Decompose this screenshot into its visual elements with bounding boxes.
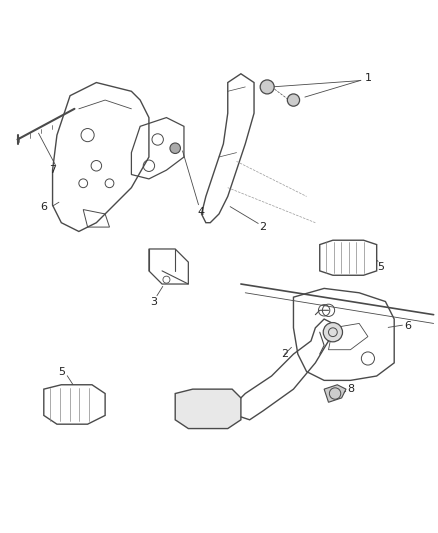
Text: 5: 5 — [58, 367, 65, 377]
Text: 1: 1 — [364, 73, 371, 83]
Text: 7: 7 — [49, 165, 56, 175]
Text: 5: 5 — [378, 262, 385, 271]
Circle shape — [323, 322, 343, 342]
Text: 2: 2 — [281, 349, 288, 359]
Polygon shape — [324, 385, 346, 402]
Text: 6: 6 — [404, 321, 411, 330]
Circle shape — [287, 94, 300, 106]
Text: 3: 3 — [150, 296, 157, 306]
Text: 8: 8 — [347, 384, 354, 394]
Circle shape — [170, 143, 180, 154]
Text: 4: 4 — [198, 207, 205, 217]
Polygon shape — [175, 389, 241, 429]
Circle shape — [260, 80, 274, 94]
Text: 2: 2 — [259, 222, 266, 232]
Text: 6: 6 — [40, 203, 47, 212]
